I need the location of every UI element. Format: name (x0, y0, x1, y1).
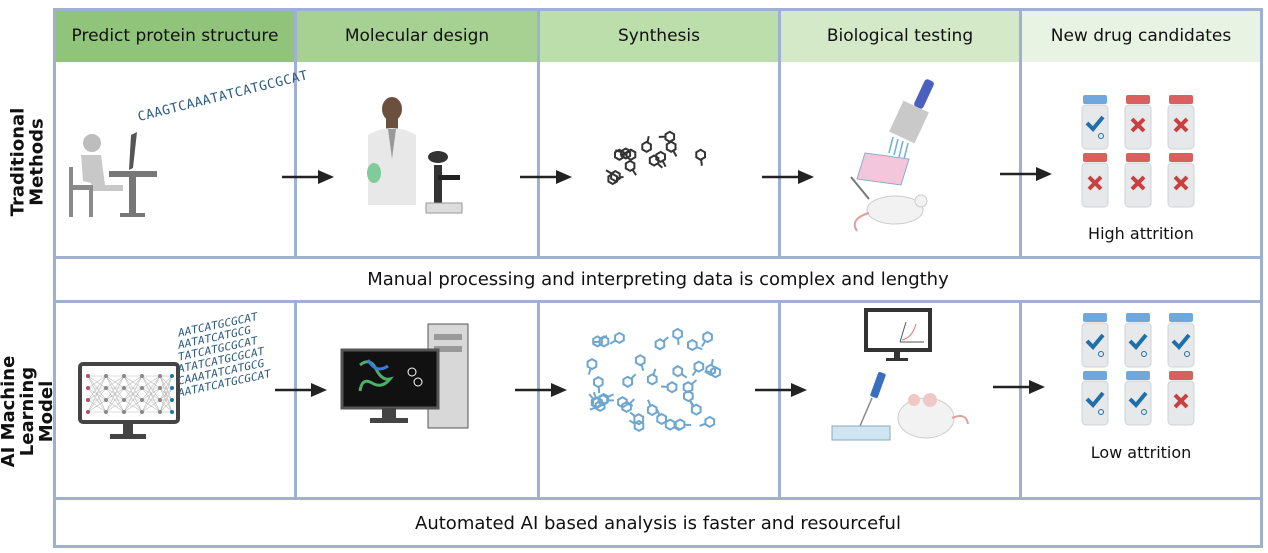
molecule-icon (646, 368, 658, 386)
header-new-drug-candidates: New drug candidates (1022, 11, 1260, 62)
molecule-icon (629, 411, 645, 426)
neural-network-monitor-icon (78, 362, 180, 439)
pipette-plate-mouse-icon (850, 79, 934, 232)
arrow-right-icon (993, 380, 1045, 394)
molecule-icon (655, 150, 667, 168)
vial-pass-icon (1081, 95, 1109, 150)
molecule-icon (607, 172, 624, 186)
diagram-frame (53, 8, 1263, 548)
header-molecular-design: Molecular design (297, 11, 537, 62)
molecule-icon (701, 330, 713, 348)
molecule-icon (665, 140, 678, 157)
molecules-icon (605, 130, 706, 186)
vial-fail-icon (1167, 95, 1195, 150)
molecule-icon (614, 148, 631, 161)
divider (53, 300, 1263, 303)
molecule-icon (699, 415, 716, 429)
molecule-icon (628, 419, 645, 433)
vial-fail-icon (1124, 153, 1152, 208)
molecule-icon (592, 334, 608, 348)
molecule-icon (648, 154, 663, 169)
arrow-right-icon (282, 170, 334, 184)
vial-fail-icon (1124, 95, 1152, 150)
molecule-icon (691, 360, 705, 377)
ai-biological-testing-icon (831, 308, 969, 441)
divider (1019, 10, 1022, 258)
vial-pass-icon (1124, 313, 1152, 368)
molecule-icon (593, 375, 604, 394)
vial-pass-icon (1167, 313, 1195, 368)
arrow-right-icon (275, 383, 327, 397)
vial-pass-icon (1124, 371, 1152, 426)
molecules-library-icon (586, 327, 721, 433)
divider (294, 10, 297, 258)
arrow-right-icon (515, 383, 567, 397)
header-biological-testing: Biological testing (781, 11, 1019, 62)
vial-pass-icon (1081, 313, 1109, 368)
scientist-microscope-icon (367, 97, 463, 214)
divider (53, 256, 1263, 259)
molecule-icon (682, 379, 698, 394)
molecule-icon (654, 336, 669, 351)
vial-fail-icon (1167, 371, 1195, 426)
arrow-right-icon (520, 170, 572, 184)
molecule-icon (658, 130, 676, 143)
molecule-icon (704, 366, 721, 379)
banner-ai: Automated AI based analysis is faster an… (415, 512, 901, 534)
molecule-icon (605, 169, 621, 183)
molecule-icon (641, 135, 652, 154)
row-label-traditional: Traditional Methods (7, 107, 48, 217)
arrow-right-icon (762, 170, 814, 184)
molecule-icon (695, 148, 706, 166)
molecule-icon (622, 373, 637, 388)
arrow-right-icon (1000, 167, 1052, 181)
vial-pass-icon (1081, 371, 1109, 426)
molecule-icon (617, 396, 634, 409)
divider (778, 302, 781, 499)
molecule-icon (689, 400, 702, 416)
molecule-icon (672, 365, 688, 379)
molecule-icon (687, 338, 703, 352)
molecule-icon (615, 147, 632, 160)
vial-fail-icon (1167, 153, 1195, 208)
molecule-icon (634, 354, 646, 372)
divider (778, 10, 781, 258)
outcome-low-attrition: Low attrition (1090, 443, 1192, 462)
arrow-right-icon (755, 383, 807, 397)
divider (537, 302, 540, 499)
outcome-high-attrition: High attrition (1088, 224, 1194, 243)
molecule-icon (655, 408, 667, 426)
molecule-icon (597, 393, 614, 407)
computer-protein-icon (340, 323, 469, 429)
molecule-icon (672, 327, 683, 345)
molecule-icon (661, 381, 678, 394)
divider (294, 302, 297, 499)
molecule-icon (674, 418, 692, 431)
header-predict-protein-structure: Predict protein structure (56, 11, 294, 62)
header-synthesis: Synthesis (540, 11, 778, 62)
divider (1019, 302, 1022, 499)
vial-fail-icon (1081, 153, 1109, 208)
person-at-computer-icon (69, 132, 157, 217)
divider (53, 497, 1263, 500)
molecule-icon (646, 399, 658, 417)
molecule-icon (609, 331, 625, 345)
divider (537, 10, 540, 258)
row-label-ai: AI Machine Learning Model (0, 355, 57, 468)
banner-traditional: Manual processing and interpreting data … (367, 269, 949, 290)
molecule-icon (586, 357, 598, 375)
molecule-icon (624, 159, 637, 176)
